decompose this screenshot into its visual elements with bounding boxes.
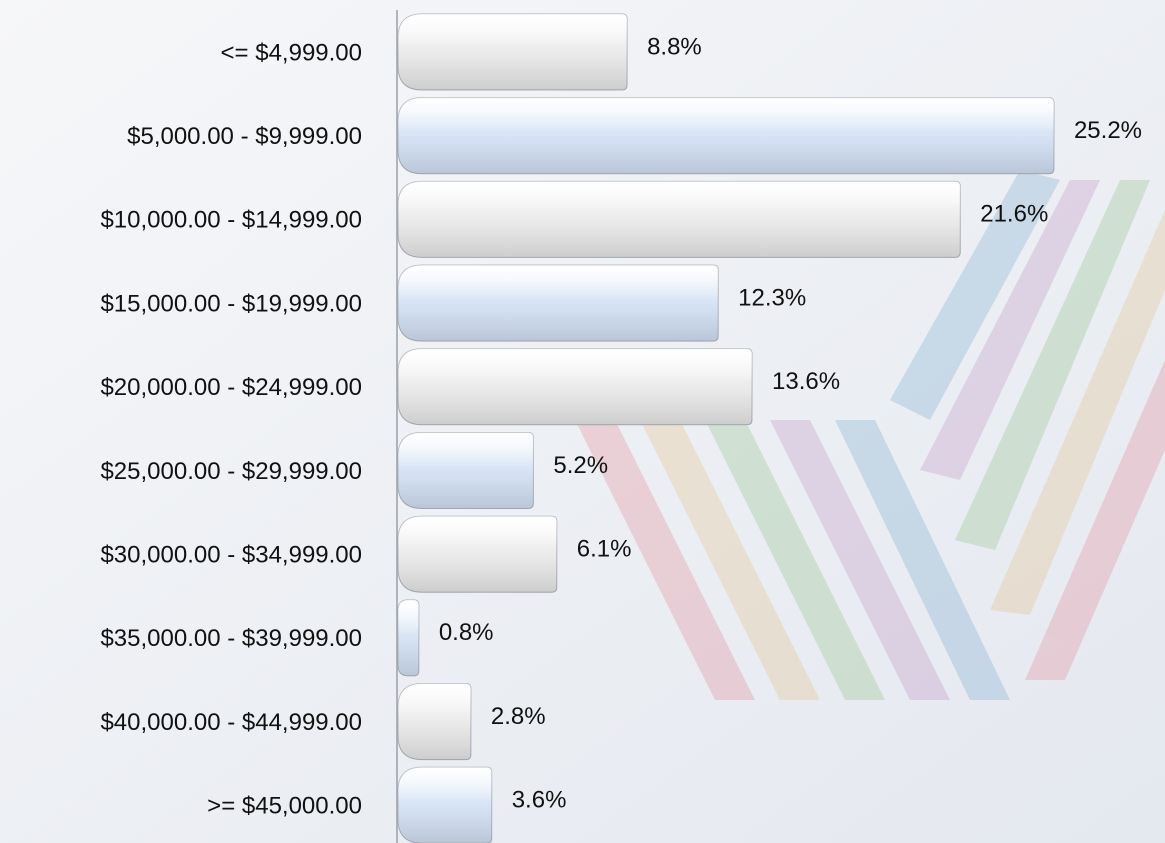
category-label: $10,000.00 - $14,999.00 — [100, 207, 362, 234]
bar-shade — [398, 348, 753, 425]
bar-shade — [398, 767, 492, 843]
category-label: $30,000.00 - $34,999.00 — [100, 542, 362, 569]
category-label: $15,000.00 - $19,999.00 — [100, 290, 362, 317]
value-label: 25.2% — [1074, 117, 1142, 144]
category-label: $25,000.00 - $29,999.00 — [100, 458, 362, 485]
value-label: 5.2% — [553, 452, 608, 479]
category-label: >= $45,000.00 — [207, 793, 362, 820]
bar-shade — [398, 265, 719, 342]
value-label: 3.6% — [512, 787, 567, 814]
value-label: 13.6% — [772, 368, 840, 395]
category-label: $40,000.00 - $44,999.00 — [100, 709, 362, 736]
category-label: $20,000.00 - $24,999.00 — [100, 374, 362, 401]
bar-shade — [398, 14, 628, 90]
category-label: $35,000.00 - $39,999.00 — [100, 625, 362, 652]
value-label: 8.8% — [647, 33, 702, 60]
decoration — [575, 170, 1165, 700]
bar-shade — [398, 97, 1054, 174]
category-label: $5,000.00 - $9,999.00 — [127, 123, 362, 150]
bar-shade — [398, 599, 419, 676]
category-label: <= $4,999.00 — [221, 39, 362, 66]
value-label: 21.6% — [980, 201, 1048, 228]
value-label: 0.8% — [439, 619, 494, 646]
value-label: 6.1% — [577, 536, 632, 563]
value-label: 12.3% — [738, 284, 806, 311]
bar-shade — [398, 516, 557, 593]
bar-shade — [398, 683, 471, 760]
value-label: 2.8% — [491, 703, 546, 730]
bar-shade — [398, 181, 961, 258]
bar-shade — [398, 432, 534, 509]
